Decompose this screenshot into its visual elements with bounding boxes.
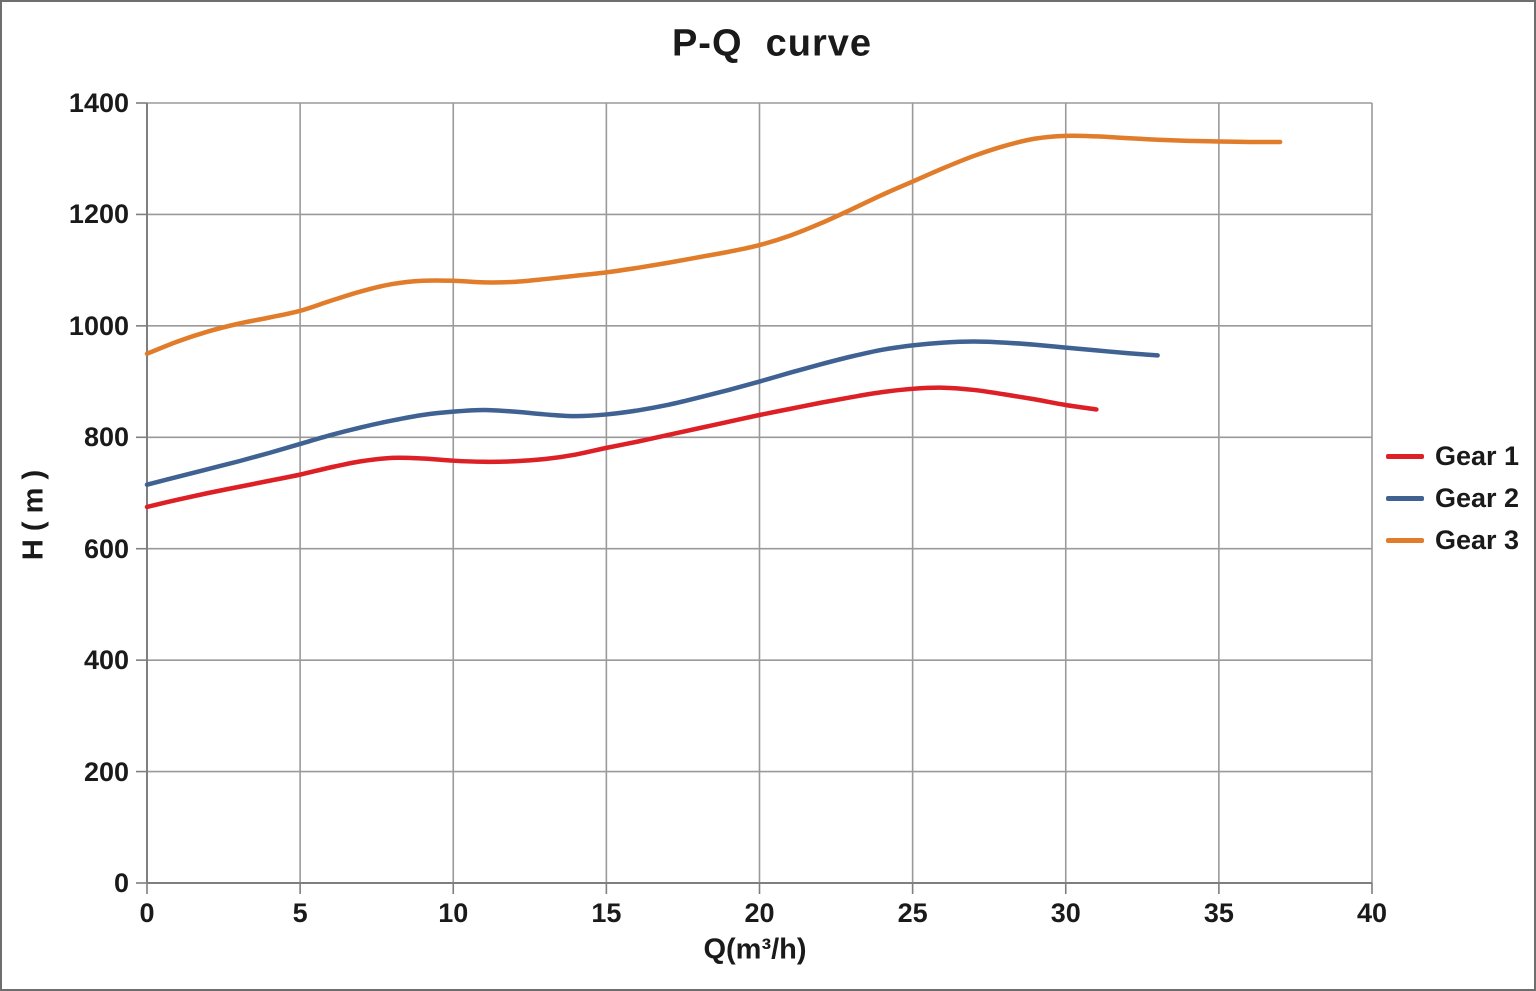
legend-label: Gear 2 <box>1435 483 1520 513</box>
y-tick-label: 400 <box>83 645 129 676</box>
series-line-gear-1 <box>144 385 1099 510</box>
y-tick-label: 200 <box>83 756 129 787</box>
y-tick-label: 800 <box>83 422 129 453</box>
series-line-gear-3 <box>144 133 1283 356</box>
x-tick-label: 35 <box>1203 898 1234 928</box>
legend-label: Gear 1 <box>1435 441 1520 471</box>
x-tick-label: 30 <box>1050 898 1081 928</box>
legend-swatch-gear-1 <box>1386 454 1424 459</box>
x-axis-title: Q(m³/h) <box>703 933 807 966</box>
y-tick-label: 0 <box>113 868 129 898</box>
x-tick-label: 40 <box>1356 898 1388 928</box>
legend-item-gear-1: Gear 1 <box>1386 440 1519 473</box>
legend-item-gear-2: Gear 2 <box>1386 482 1519 515</box>
x-tick-label: 10 <box>438 898 469 928</box>
y-tick-label: 1400 <box>68 88 129 118</box>
x-tick-label: 5 <box>292 898 308 928</box>
legend: Gear 1 Gear 2 Gear 3 <box>1386 440 1519 566</box>
chart-title: P-Q curve <box>671 22 873 65</box>
y-tick-label: 1000 <box>68 310 129 341</box>
legend-swatch-gear-3 <box>1386 538 1424 543</box>
y-tick-label: 600 <box>83 533 129 564</box>
series-line-gear-2 <box>144 339 1160 487</box>
x-tick-label: 0 <box>139 898 155 928</box>
y-axis-title: H ( m ) <box>17 469 50 561</box>
legend-swatch-gear-2 <box>1386 496 1424 501</box>
x-tick-label: 25 <box>897 898 928 928</box>
legend-label: Gear 3 <box>1435 525 1520 555</box>
legend-item-gear-3: Gear 3 <box>1386 524 1519 557</box>
y-tick-label: 1200 <box>68 199 129 230</box>
x-tick-label: 15 <box>591 898 622 928</box>
x-tick-label: 20 <box>744 898 775 928</box>
